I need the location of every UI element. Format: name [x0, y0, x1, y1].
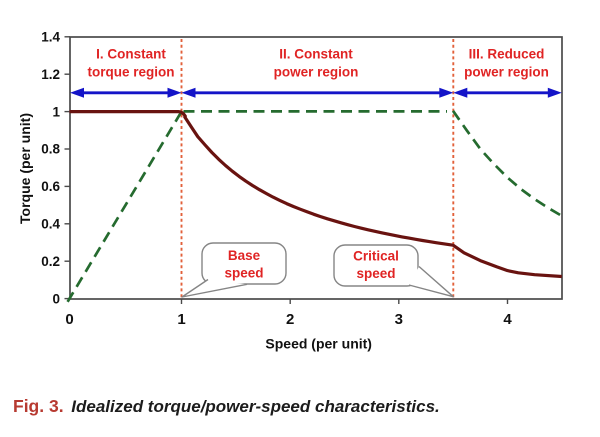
svg-text:0.4: 0.4	[41, 217, 60, 232]
svg-text:II. Constant: II. Constant	[279, 47, 353, 62]
svg-text:0: 0	[52, 291, 60, 306]
svg-text:3: 3	[395, 311, 403, 328]
svg-text:I. Constant: I. Constant	[96, 47, 166, 62]
svg-text:speed: speed	[224, 266, 263, 281]
svg-text:1: 1	[52, 104, 60, 119]
svg-text:4: 4	[503, 311, 512, 328]
svg-text:Base: Base	[228, 248, 261, 263]
svg-text:III. Reduced: III. Reduced	[469, 47, 545, 62]
svg-text:1.2: 1.2	[41, 67, 60, 82]
svg-text:speed: speed	[356, 266, 395, 281]
svg-text:power region: power region	[464, 65, 549, 80]
svg-text:0: 0	[65, 311, 73, 328]
svg-text:Torque (per unit): Torque (per unit)	[17, 113, 33, 224]
svg-text:0.2: 0.2	[41, 254, 60, 269]
svg-text:0.8: 0.8	[41, 142, 60, 157]
svg-text:1.4: 1.4	[41, 30, 60, 45]
svg-text:0.6: 0.6	[41, 179, 60, 194]
svg-text:power region: power region	[274, 65, 359, 80]
svg-text:Speed (per unit): Speed (per unit)	[265, 336, 372, 352]
svg-text:torque region: torque region	[88, 65, 175, 80]
svg-text:1: 1	[177, 311, 185, 328]
svg-text:Critical: Critical	[353, 249, 399, 264]
svg-text:Fig. 3. Idealized torque/power: Fig. 3. Idealized torque/power-speed cha…	[13, 396, 440, 416]
svg-text:2: 2	[286, 311, 294, 328]
